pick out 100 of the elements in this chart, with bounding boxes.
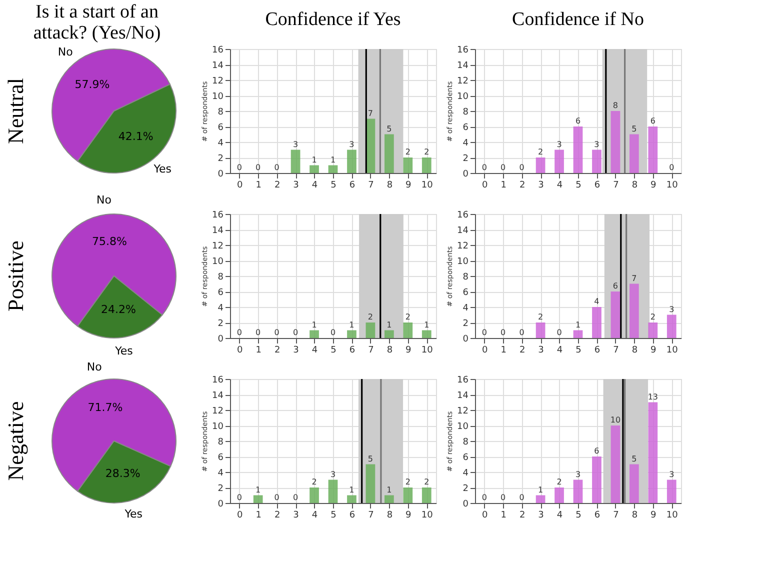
chart-title: Confidence if No: [512, 9, 644, 30]
x-tick-label: 9: [650, 180, 657, 190]
x-tick-label: 2: [274, 510, 280, 520]
x-tick-label: 0: [236, 180, 243, 190]
data-label: 5: [368, 454, 373, 464]
y-tick-label: 16: [457, 210, 469, 220]
x-tick-label: 8: [386, 346, 393, 356]
data-label: 42.1%: [118, 130, 154, 144]
x-tick-label: 7: [613, 510, 619, 520]
y-tick-label: 4: [218, 138, 224, 148]
bar: [666, 480, 676, 503]
x-tick-label: 3: [293, 180, 299, 190]
data-label: 2: [405, 478, 410, 486]
x-tick-label: 9: [650, 510, 657, 520]
bar: [554, 488, 564, 503]
data-label: 57.9%: [74, 78, 110, 91]
data-label: 3: [669, 470, 674, 479]
y-tick-label: 14: [457, 226, 469, 236]
bar: [403, 488, 413, 503]
y-tick-label: 2: [218, 484, 224, 494]
data-label: 2: [538, 312, 544, 322]
bar: [328, 480, 338, 503]
data-label: 5: [386, 124, 392, 134]
data-label: 1: [424, 320, 430, 330]
data-label: 10: [610, 416, 621, 424]
y-tick-label: 6: [218, 288, 224, 298]
x-tick-label: 7: [368, 180, 374, 190]
data-label: 0: [482, 328, 487, 337]
x-tick-label: 2: [519, 346, 526, 356]
data-label: 0: [293, 493, 298, 502]
data-label: 0: [236, 328, 242, 337]
data-label: 0: [330, 328, 336, 337]
y-tick-label: 12: [457, 242, 468, 252]
y-tick-label: 6: [218, 123, 224, 133]
y-tick-label: 10: [212, 92, 224, 102]
y-tick-label: 10: [212, 422, 224, 432]
data-label: 75.8%: [92, 235, 127, 248]
data-label: 0: [274, 493, 280, 502]
x-tick-label: 4: [312, 346, 318, 356]
data-label: 1: [256, 485, 261, 494]
y-tick-label: 2: [462, 154, 468, 164]
data-label: 28.3%: [105, 466, 140, 480]
data-label: 3: [594, 140, 600, 149]
y-tick-label: 10: [457, 92, 469, 102]
x-tick-label: 4: [556, 346, 563, 356]
x-tick-label: 10: [666, 346, 678, 356]
slice-label: Yes: [124, 507, 143, 520]
y-tick-label: 6: [462, 123, 469, 133]
bar: [310, 165, 319, 173]
x-tick-label: 1: [256, 346, 262, 356]
y-tick-label: 8: [462, 108, 469, 118]
bar: [592, 150, 602, 173]
data-label: 2: [405, 312, 410, 322]
y-tick-label: 16: [457, 376, 469, 386]
y-tick-label: 0: [462, 500, 469, 510]
y-tick-label: 4: [218, 304, 224, 314]
x-tick-label: 3: [538, 346, 544, 356]
chart-title: Is it a start of an attack? (Yes/No): [33, 2, 161, 44]
bar: [630, 464, 639, 503]
y-tick-label: 16: [212, 376, 224, 386]
slice-label: Yes: [114, 344, 134, 358]
x-tick-label: 1: [256, 180, 262, 190]
bar: [328, 165, 338, 173]
data-label: 0: [500, 163, 506, 172]
x-tick-label: 9: [406, 510, 412, 520]
bar: [666, 314, 676, 338]
x-tick-label: 6: [349, 510, 356, 520]
bar: [536, 322, 546, 338]
y-tick-label: 12: [457, 406, 468, 416]
x-tick-label: 8: [632, 180, 638, 190]
x-tick-label: 1: [500, 510, 506, 520]
y-tick-label: 14: [212, 226, 224, 236]
bar: [610, 292, 620, 338]
bar: [573, 330, 583, 338]
y-tick-label: 4: [462, 304, 469, 314]
x-tick-label: 4: [556, 510, 563, 520]
data-label: 2: [312, 478, 317, 486]
y-tick-label: 16: [212, 46, 224, 56]
x-tick-label: 6: [594, 180, 600, 190]
chart-title: Confidence if Yes: [265, 9, 401, 30]
data-label: 5: [632, 124, 637, 134]
data-label: 1: [349, 320, 354, 330]
x-tick-label: 2: [519, 510, 526, 520]
data-label: 3: [669, 304, 674, 314]
bar: [648, 322, 658, 338]
y-tick-label: 0: [218, 170, 224, 180]
bar: [290, 150, 300, 173]
bar: [366, 464, 376, 503]
data-label: 1: [386, 485, 392, 494]
x-tick-label: 6: [594, 510, 600, 520]
y-tick-label: 4: [218, 468, 224, 478]
data-label: 1: [349, 485, 354, 494]
bar: [536, 158, 546, 173]
y-tick-label: 10: [457, 422, 469, 432]
x-tick-label: 3: [293, 510, 299, 520]
data-label: 7: [368, 108, 373, 118]
data-label: 0: [274, 163, 280, 172]
x-tick-label: 6: [349, 180, 356, 190]
y-tick-label: 4: [462, 138, 469, 148]
x-tick-label: 9: [406, 346, 412, 356]
